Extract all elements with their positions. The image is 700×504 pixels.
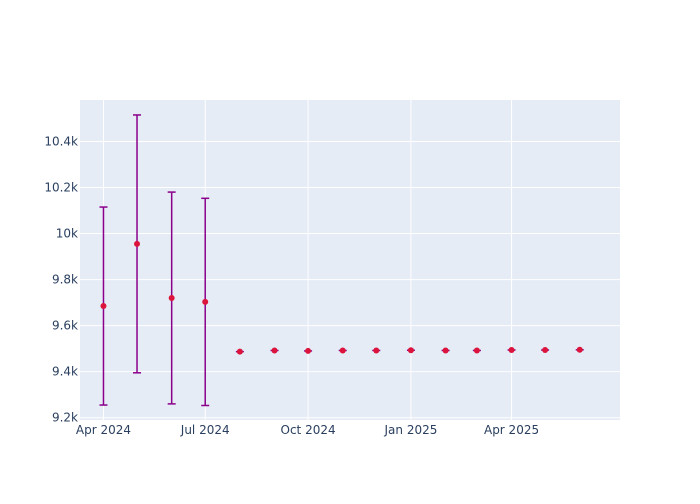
data-point[interactable]	[508, 347, 515, 354]
data-points	[100, 240, 583, 355]
y-tick-label: 9.6k	[52, 319, 78, 333]
data-point[interactable]	[236, 348, 243, 355]
x-axis-ticks: Apr 2024 Jul 2024 Oct 2024 Jan 2025 Apr 2025	[76, 423, 539, 437]
y-axis-ticks: 9.2k 9.4k 9.6k 9.8k 10k 10.2k 10.4k	[44, 134, 78, 424]
y-tick-label: 10.4k	[44, 134, 78, 148]
grid-lines	[80, 100, 620, 420]
y-tick-label: 9.8k	[52, 273, 78, 287]
data-point[interactable]	[100, 303, 107, 310]
data-point[interactable]	[442, 347, 449, 354]
plot-background	[80, 100, 620, 420]
y-tick-label: 9.4k	[52, 365, 78, 379]
x-tick-label: Apr 2025	[484, 423, 539, 437]
data-point[interactable]	[473, 347, 480, 354]
x-tick-label: Jul 2024	[180, 423, 230, 437]
data-point[interactable]	[542, 347, 549, 354]
y-tick-label: 10k	[56, 227, 78, 241]
data-point[interactable]	[202, 298, 209, 305]
x-tick-label: Jan 2025	[384, 423, 438, 437]
y-tick-label: 10.2k	[44, 180, 78, 194]
data-point[interactable]	[407, 347, 414, 354]
y-tick-label: 9.2k	[52, 411, 78, 425]
x-tick-label: Oct 2024	[281, 423, 336, 437]
data-point[interactable]	[339, 347, 346, 354]
data-point[interactable]	[373, 347, 380, 354]
data-point[interactable]	[168, 294, 175, 301]
data-point[interactable]	[271, 347, 278, 354]
data-point[interactable]	[305, 347, 312, 354]
data-point[interactable]	[134, 240, 141, 247]
x-tick-label: Apr 2024	[76, 423, 131, 437]
data-point[interactable]	[576, 346, 583, 353]
